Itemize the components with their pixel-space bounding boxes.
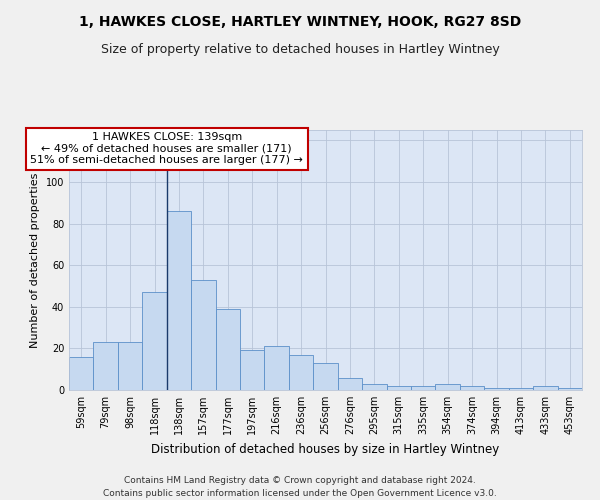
Bar [509,388,533,390]
Bar [240,350,265,390]
Bar [191,280,215,390]
Y-axis label: Number of detached properties: Number of detached properties [30,172,40,348]
Bar [118,342,142,390]
Text: 1, HAWKES CLOSE, HARTLEY WINTNEY, HOOK, RG27 8SD: 1, HAWKES CLOSE, HARTLEY WINTNEY, HOOK, … [79,15,521,29]
Bar [313,363,338,390]
Text: Size of property relative to detached houses in Hartley Wintney: Size of property relative to detached ho… [101,42,499,56]
Text: Contains HM Land Registry data © Crown copyright and database right 2024.
Contai: Contains HM Land Registry data © Crown c… [103,476,497,498]
Bar [265,346,289,390]
Text: 1 HAWKES CLOSE: 139sqm
← 49% of detached houses are smaller (171)
51% of semi-de: 1 HAWKES CLOSE: 139sqm ← 49% of detached… [30,132,303,166]
Bar [436,384,460,390]
Bar [386,386,411,390]
Bar [411,386,436,390]
Bar [94,342,118,390]
Bar [484,388,509,390]
Bar [460,386,484,390]
Bar [69,356,94,390]
Bar [142,292,167,390]
Bar [533,386,557,390]
X-axis label: Distribution of detached houses by size in Hartley Wintney: Distribution of detached houses by size … [151,442,500,456]
Bar [167,211,191,390]
Bar [215,309,240,390]
Bar [289,354,313,390]
Bar [557,388,582,390]
Bar [338,378,362,390]
Bar [362,384,386,390]
